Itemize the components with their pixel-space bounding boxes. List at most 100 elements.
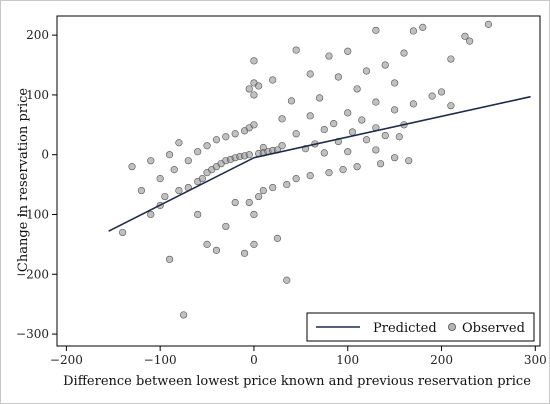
observed-point (372, 98, 380, 106)
observed-point (250, 121, 258, 129)
observed-point (180, 311, 188, 319)
observed-point (212, 246, 221, 254)
observed-point (405, 157, 413, 165)
observed-point (250, 240, 258, 248)
x-tick-label: 0 (250, 353, 258, 367)
predicted-line (108, 95, 531, 232)
observed-point (212, 136, 221, 144)
observed-point (339, 166, 347, 174)
observed-point (156, 175, 164, 183)
observed-point (165, 151, 174, 159)
observed-point (306, 112, 314, 120)
x-tick-label: 100 (336, 353, 359, 367)
observed-point (344, 47, 352, 55)
observed-point (334, 73, 342, 81)
observed-point (466, 37, 474, 45)
observed-point (376, 160, 385, 168)
observed-point (245, 151, 253, 159)
y-tick-label: 100 (26, 88, 49, 102)
observed-point (391, 106, 399, 114)
observed-point (292, 130, 300, 138)
observed-point (409, 27, 417, 35)
observed-point (325, 169, 333, 177)
observed-point (259, 186, 267, 195)
observed-point (283, 276, 291, 284)
legend-observed-marker (447, 322, 456, 331)
observed-point (306, 70, 314, 78)
y-tick-label: −200 (16, 267, 49, 281)
x-tick-label: −200 (50, 353, 83, 367)
predicted-line-layer (108, 95, 531, 232)
plot-area (56, 15, 541, 347)
observed-point (381, 131, 389, 140)
observed-point (372, 26, 380, 34)
observed-point (344, 109, 352, 117)
observed-point (245, 198, 253, 207)
legend: Predicted Observed (306, 312, 535, 342)
observed-point (198, 175, 206, 183)
observed-point (203, 142, 211, 150)
observed-point (362, 136, 371, 144)
observed-point (269, 183, 277, 192)
observed-point (283, 180, 291, 189)
observed-point (128, 163, 136, 171)
observed-point (175, 139, 183, 147)
observed-point (287, 97, 296, 105)
observed-point (292, 46, 300, 54)
observed-point (222, 222, 230, 231)
observed-point (175, 186, 183, 195)
observed-point (255, 82, 263, 90)
x-tick-label: 200 (430, 353, 453, 367)
observed-point (372, 146, 380, 154)
legend-observed-label: Observed (462, 321, 525, 336)
observed-point (119, 228, 127, 237)
observed-point (320, 149, 328, 157)
observed-point (344, 148, 352, 156)
observed-point (255, 192, 263, 201)
x-tick-label: 300 (524, 353, 547, 367)
observed-point (353, 163, 361, 171)
observed-point (147, 157, 155, 165)
observed-point (358, 116, 366, 124)
y-tick-label: −300 (16, 327, 49, 341)
observed-point (137, 186, 146, 195)
observed-point (447, 55, 455, 63)
observed-point (165, 255, 174, 263)
observed-point (278, 142, 286, 150)
observed-point (362, 67, 371, 75)
observed-points (119, 20, 493, 319)
observed-point (278, 115, 286, 123)
observed-point (391, 154, 399, 162)
observed-point (250, 57, 258, 65)
observed-point (273, 234, 281, 242)
observed-point (194, 148, 202, 156)
observed-point (381, 61, 389, 69)
observed-point (292, 175, 300, 183)
x-axis-title: Difference between lowest price known an… (63, 374, 531, 389)
observed-point (161, 192, 169, 201)
observed-point (316, 94, 324, 102)
observed-point (245, 85, 253, 93)
y-tick-label: −100 (16, 207, 49, 221)
observed-point (203, 240, 211, 248)
observed-point (184, 157, 192, 165)
observed-point (330, 120, 338, 128)
observed-point (240, 249, 249, 257)
y-tick-label: 0 (41, 148, 49, 162)
observed-point (147, 210, 155, 219)
observed-point (325, 52, 333, 60)
observed-point (306, 172, 314, 180)
legend-predicted-label: Predicted (373, 321, 437, 336)
observed-point (250, 210, 258, 219)
observed-point (250, 91, 258, 99)
x-tick-label: −100 (144, 353, 177, 367)
observed-point (400, 49, 408, 57)
observed-point (461, 32, 469, 40)
observed-point (269, 76, 277, 84)
observed-point (391, 79, 399, 87)
observed-point (419, 23, 427, 31)
observed-point (409, 100, 417, 108)
observed-point (428, 92, 436, 100)
